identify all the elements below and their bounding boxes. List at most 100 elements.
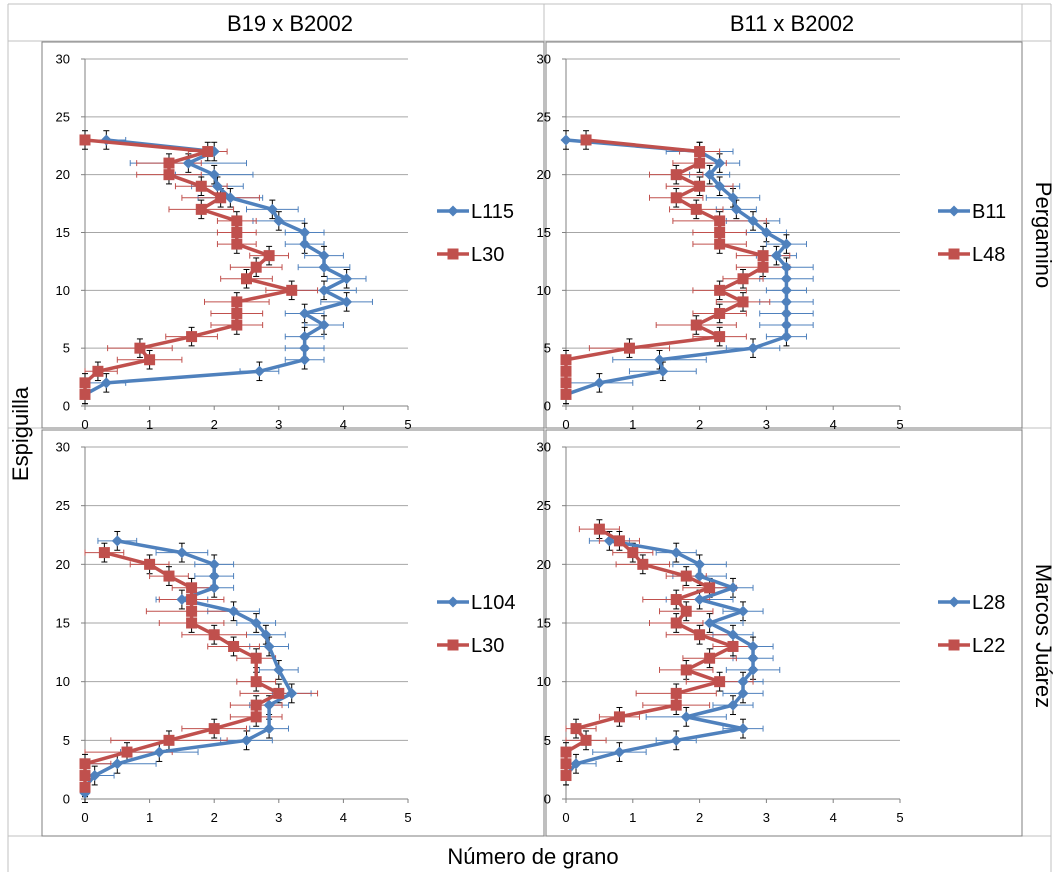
- data-point-l30: [163, 734, 175, 746]
- y-tick-label: 0: [63, 399, 70, 414]
- data-point-l22: [680, 570, 692, 582]
- y-tick-label: 20: [537, 557, 551, 572]
- legend-entry-b11: B11: [938, 201, 1006, 223]
- x-tick-label: 1: [146, 810, 153, 825]
- legend-label: L30: [471, 244, 504, 266]
- data-point-l22: [670, 594, 682, 606]
- data-point-l104: [111, 758, 123, 770]
- legend-label: L104: [471, 592, 516, 614]
- data-point-b11: [780, 296, 792, 308]
- data-point-l115: [208, 169, 220, 181]
- data-point-l22: [593, 523, 605, 535]
- data-point-l30: [215, 192, 227, 204]
- data-point-l30: [250, 699, 262, 711]
- data-point-l48: [623, 342, 635, 354]
- legend-label: L28: [972, 592, 1005, 614]
- y-tick-label: 20: [56, 557, 70, 572]
- data-point-l104: [176, 594, 188, 606]
- data-point-l30: [250, 652, 262, 664]
- data-point-l30: [163, 169, 175, 181]
- data-point-l104: [208, 558, 220, 570]
- data-point-l30: [121, 746, 133, 758]
- data-point-l30: [195, 180, 207, 192]
- data-point-l115: [211, 180, 223, 192]
- data-point-l22: [560, 770, 572, 782]
- chart-panel-b19-marcos-juarez: 0 5 10 15 20 25 30 0 1 2 3 4 5 L104 L30: [41, 429, 545, 837]
- data-point-l28: [570, 758, 582, 770]
- data-point-l115: [299, 238, 311, 250]
- chart-area-border: [545, 429, 1023, 837]
- data-point-l104: [286, 687, 298, 699]
- data-point-l30: [144, 354, 156, 366]
- data-point-l22: [670, 617, 682, 629]
- data-point-l30: [186, 582, 198, 594]
- data-point-l48: [737, 273, 749, 285]
- data-point-l22: [570, 723, 582, 735]
- data-point-l30: [195, 203, 207, 215]
- data-point-l30: [79, 781, 91, 793]
- data-point-l30: [231, 319, 243, 331]
- legend-marker: [948, 639, 960, 651]
- x-tick-label: 1: [629, 417, 636, 432]
- data-point-l48: [670, 192, 682, 204]
- data-point-l30: [98, 547, 110, 559]
- y-tick-label: 20: [537, 167, 551, 182]
- data-point-l28: [613, 746, 625, 758]
- data-point-b11: [780, 261, 792, 273]
- data-point-l48: [714, 227, 726, 238]
- data-point-l22: [714, 676, 726, 688]
- data-point-l30: [286, 284, 298, 296]
- legend-entry-l30: L30: [437, 635, 504, 657]
- legend-entry-l30: L30: [437, 244, 504, 266]
- data-point-l30: [163, 157, 175, 169]
- data-point-l104: [228, 605, 240, 617]
- x-tick-label: 0: [562, 417, 569, 432]
- x-tick-label: 0: [81, 417, 88, 432]
- chart-panel-b11-pergamino: 0 5 10 15 20 25 30 0 1 2 3 4 5 B11 L48: [537, 41, 1023, 432]
- x-tick-label: 4: [830, 810, 837, 825]
- data-point-l48: [714, 284, 726, 296]
- data-point-l28: [737, 676, 749, 688]
- y-tick-label: 30: [56, 440, 70, 455]
- y-tick-label: 25: [56, 109, 70, 124]
- data-point-l48: [580, 134, 592, 146]
- x-tick-label: 5: [896, 810, 903, 825]
- data-point-l28: [704, 617, 716, 629]
- data-point-l30: [250, 711, 262, 723]
- y-tick-label: 25: [56, 498, 70, 513]
- data-point-l115: [318, 284, 330, 296]
- data-point-l104: [241, 734, 252, 746]
- x-tick-label: 0: [562, 810, 569, 825]
- legend-label: B11: [972, 201, 1006, 223]
- data-point-l48: [690, 319, 702, 331]
- data-point-l104: [208, 582, 220, 594]
- y-tick-label: 5: [544, 341, 551, 356]
- data-point-l104: [89, 770, 101, 782]
- data-point-l28: [670, 547, 682, 559]
- data-point-l115: [318, 261, 330, 273]
- data-point-l48: [714, 238, 726, 250]
- data-point-l30: [79, 134, 91, 146]
- data-point-l28: [747, 640, 759, 652]
- data-point-l28: [727, 629, 739, 641]
- x-tick-label: 1: [629, 810, 636, 825]
- data-point-l48: [670, 169, 682, 181]
- data-point-l28: [737, 723, 749, 735]
- data-point-b11: [730, 203, 742, 215]
- data-point-l28: [727, 699, 739, 711]
- x-tick-label: 3: [275, 810, 282, 825]
- x-tick-label: 5: [896, 417, 903, 432]
- x-tick-label: 5: [404, 417, 411, 432]
- data-point-l22: [704, 582, 716, 594]
- data-point-l30: [202, 146, 214, 158]
- legend-entry-l115: L115: [437, 201, 514, 223]
- data-point-l48: [757, 250, 769, 262]
- data-point-l28: [670, 734, 682, 746]
- data-point-l28: [694, 570, 706, 582]
- data-point-l30: [250, 261, 262, 273]
- data-point-l104: [260, 629, 272, 641]
- legend-entry-l22: L22: [938, 635, 1005, 657]
- x-axis-label: Número de grano: [447, 844, 618, 869]
- data-point-l22: [727, 640, 739, 652]
- data-point-l48: [714, 331, 726, 343]
